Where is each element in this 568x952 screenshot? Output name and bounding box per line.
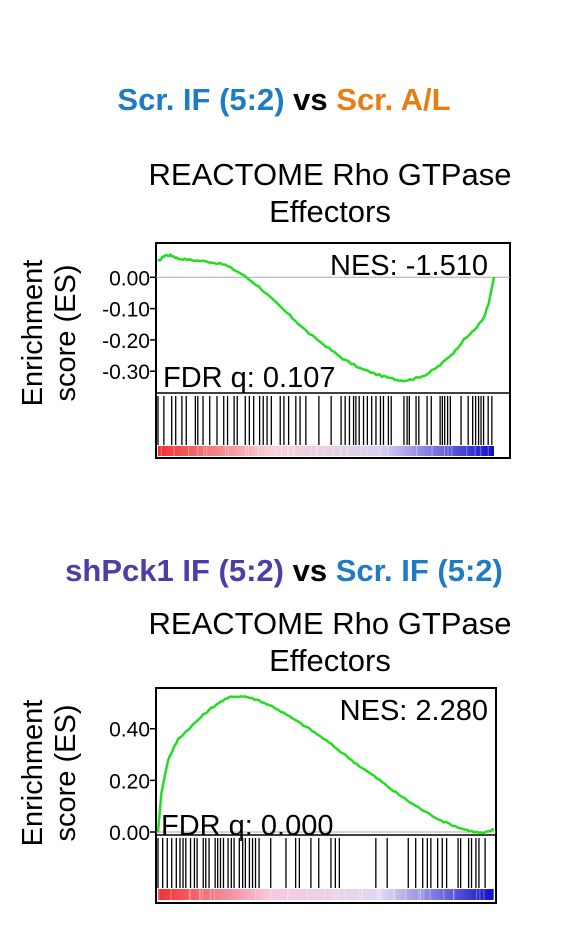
nes-label-2: NES: 2.280: [340, 695, 488, 727]
pathway-title-2: REACTOME Rho GTPase Effectors: [90, 605, 568, 679]
comparison-vs-2: vs: [292, 553, 328, 588]
fdr-label-2: FDR q: 0.000: [161, 810, 333, 842]
gsea-plot-2: 0.40 0.20 0.00 NES: 2.280 FDR q: 0.000: [109, 687, 497, 904]
comparison-left-1: Scr. IF (5:2): [117, 82, 285, 117]
gradient-bar: [158, 889, 494, 900]
y-tick-label: -0.10: [102, 299, 150, 322]
plot-frame-1: [155, 242, 511, 459]
nes-label-1: NES: -1.510: [330, 250, 488, 282]
pathway-title-line2-2: Effectors: [269, 643, 391, 678]
comparison-right-2: Scr. IF (5:2): [335, 553, 503, 588]
es-curve-1: [157, 252, 496, 383]
y-tick-label: 0.40: [109, 719, 150, 742]
y-tick-label: 0.00: [109, 267, 150, 290]
es-curve-2: [156, 695, 495, 835]
pathway-title-line1-1: REACTOME Rho GTPase: [148, 157, 512, 192]
comparison-right-1: Scr. A/L: [336, 82, 451, 117]
ranked-list-gradient-1: [158, 446, 494, 456]
comparison-left-2: shPck1 IF (5:2): [65, 553, 284, 588]
y-tick-label: 0.00: [109, 822, 150, 845]
y-tick-label: -0.30: [102, 361, 150, 384]
y-tick-label: 0.20: [109, 770, 150, 793]
gene-hits-1: [157, 396, 493, 445]
fdr-label-1: FDR q: 0.107: [163, 362, 335, 394]
comparison-title-1: Scr. IF (5:2) vs Scr. A/L: [0, 82, 568, 118]
ranked-list-gradient-2: [158, 889, 494, 900]
pathway-title-line1-2: REACTOME Rho GTPase: [148, 606, 512, 641]
gradient-bar: [158, 446, 494, 456]
pathway-title-line2-1: Effectors: [269, 194, 391, 229]
gene-hits-2: [157, 838, 486, 888]
y-tick-label: -0.20: [102, 330, 150, 353]
pathway-title-1: REACTOME Rho GTPase Effectors: [90, 156, 568, 230]
comparison-title-2: shPck1 IF (5:2) vs Scr. IF (5:2): [0, 553, 568, 589]
comparison-vs-1: vs: [293, 82, 328, 117]
plot-frame-2: [155, 687, 497, 904]
gsea-plot-1: 0.00 -0.10 -0.20 -0.30 NES: -1.510 FDR q: 0…: [102, 242, 511, 459]
